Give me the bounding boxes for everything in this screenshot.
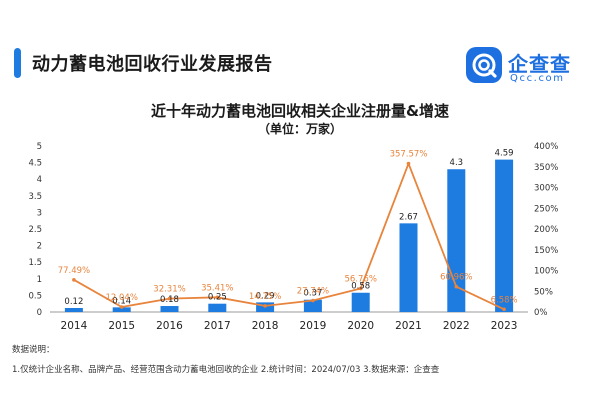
brand-logo-block: 企查查 Qcc.com	[466, 46, 584, 88]
growth-value-label: 14.75%	[249, 292, 281, 302]
x-tick-label: 2015	[108, 320, 135, 332]
bar-value-label: 2.67	[399, 212, 418, 222]
line-point	[72, 278, 76, 282]
left-tick-label: 0.5	[28, 291, 42, 301]
growth-value-label: 77.49%	[58, 266, 90, 276]
right-tick-label: 50%	[534, 287, 553, 297]
x-tick-label: 2019	[300, 320, 327, 332]
growth-value-label: 32.31%	[153, 285, 185, 295]
right-tick-label: 300%	[534, 184, 558, 194]
right-tick-label: 150%	[534, 246, 558, 256]
line-point	[358, 286, 363, 291]
growth-value-label: 357.57%	[390, 150, 428, 160]
line-point	[167, 296, 172, 301]
bar	[351, 292, 370, 312]
bar-value-label: 4.59	[495, 149, 514, 159]
notes-text: 1.仅统计企业名称、品牌产品、经营范围含动力蓄电池回收的企业 2.统计时间：20…	[12, 365, 440, 375]
x-tick-label: 2014	[61, 320, 88, 332]
title-accent-bar	[14, 48, 21, 78]
bar-value-label: 0.29	[256, 291, 275, 301]
line-series	[72, 161, 506, 312]
bar-value-label: 0.37	[303, 289, 322, 299]
growth-value-label: 6.58%	[491, 295, 518, 305]
bar	[64, 308, 83, 312]
left-tick-label: 2	[37, 242, 42, 252]
left-tick-label: 1.5	[28, 258, 42, 268]
right-tick-label: 250%	[534, 204, 558, 214]
x-tick-label: 2016	[156, 320, 183, 332]
brand-name: 企查查	[508, 52, 571, 76]
bar-value-label: 0.58	[351, 282, 370, 292]
bar	[160, 306, 179, 312]
right-tick-label: 350%	[534, 163, 558, 173]
left-tick-label: 0	[37, 308, 42, 318]
right-y-axis: 0% 50% 100% 150% 200% 250% 300% 350% 400%	[534, 142, 558, 318]
left-tick-label: 3.5	[28, 192, 42, 202]
x-tick-label: 2017	[204, 320, 231, 332]
growth-value-label: 60.96%	[440, 273, 472, 283]
growth-value-label: 27.74%	[297, 286, 329, 296]
bar-value-label: 0.18	[160, 295, 179, 305]
x-tick-label: 2022	[443, 320, 470, 332]
line-point	[215, 295, 220, 300]
line-point	[454, 284, 459, 289]
left-tick-label: 1	[37, 275, 42, 285]
line-point	[119, 305, 124, 309]
growth-value-label: 12.04%	[105, 293, 137, 303]
right-tick-label: 200%	[534, 225, 558, 235]
right-tick-label: 0%	[534, 308, 548, 318]
x-tick-label: 2021	[395, 320, 422, 332]
bar-value-label: 0.12	[64, 297, 83, 307]
growth-value-label: 56.76%	[344, 274, 376, 284]
line-point	[263, 304, 267, 308]
x-tick-label: 2023	[491, 320, 518, 332]
bar	[112, 307, 131, 312]
report-title: 动力蓄电池回收行业发展报告	[32, 54, 273, 75]
qcc-logo-icon	[466, 47, 502, 83]
chart-title: 近十年动力蓄电池回收相关企业注册量&增速	[150, 102, 450, 120]
growth-line	[73, 162, 505, 311]
bar	[495, 159, 514, 312]
x-tick-label: 2018	[252, 320, 279, 332]
left-tick-label: 2.5	[28, 225, 42, 235]
data-labels: 0.12 0.14 0.18 0.25 0.29 0.37 0.58 2.67 4.3 4.59 7…	[58, 149, 518, 307]
bar-value-label: 0.14	[112, 296, 131, 306]
line-point	[311, 298, 315, 303]
line-point	[406, 161, 411, 166]
left-tick-label: 5	[37, 142, 42, 152]
notes-heading: 数据说明：	[12, 345, 55, 355]
bar	[208, 303, 227, 312]
brand-domain: Qcc.com	[510, 73, 565, 84]
x-tick-label: 2020	[347, 320, 374, 332]
bar	[303, 299, 322, 312]
right-tick-label: 100%	[534, 267, 558, 277]
data-notes: 数据说明： 1.仅统计企业名称、品牌产品、经营范围含动力蓄电池回收的企业 2.统…	[12, 340, 439, 380]
chart-subtitle: （单位：万家）	[257, 122, 342, 136]
x-axis: 2014 2015 2016 2017 2018 2019 2020 2021 2022 2023	[50, 311, 528, 332]
bar	[399, 223, 418, 312]
left-tick-label: 4	[37, 175, 42, 185]
growth-value-label: 35.41%	[201, 283, 233, 293]
bar-value-label: 0.25	[208, 293, 227, 303]
bar-series	[64, 159, 514, 312]
left-y-axis: 0 0.5 1 1.5 2 2.5 3 3.5 4 4.5 5	[28, 142, 42, 318]
left-tick-label: 3	[37, 208, 42, 218]
left-tick-label: 4.5	[28, 159, 42, 169]
right-tick-label: 400%	[534, 142, 558, 152]
line-point	[502, 307, 506, 312]
bar-value-label: 4.3	[450, 158, 464, 168]
